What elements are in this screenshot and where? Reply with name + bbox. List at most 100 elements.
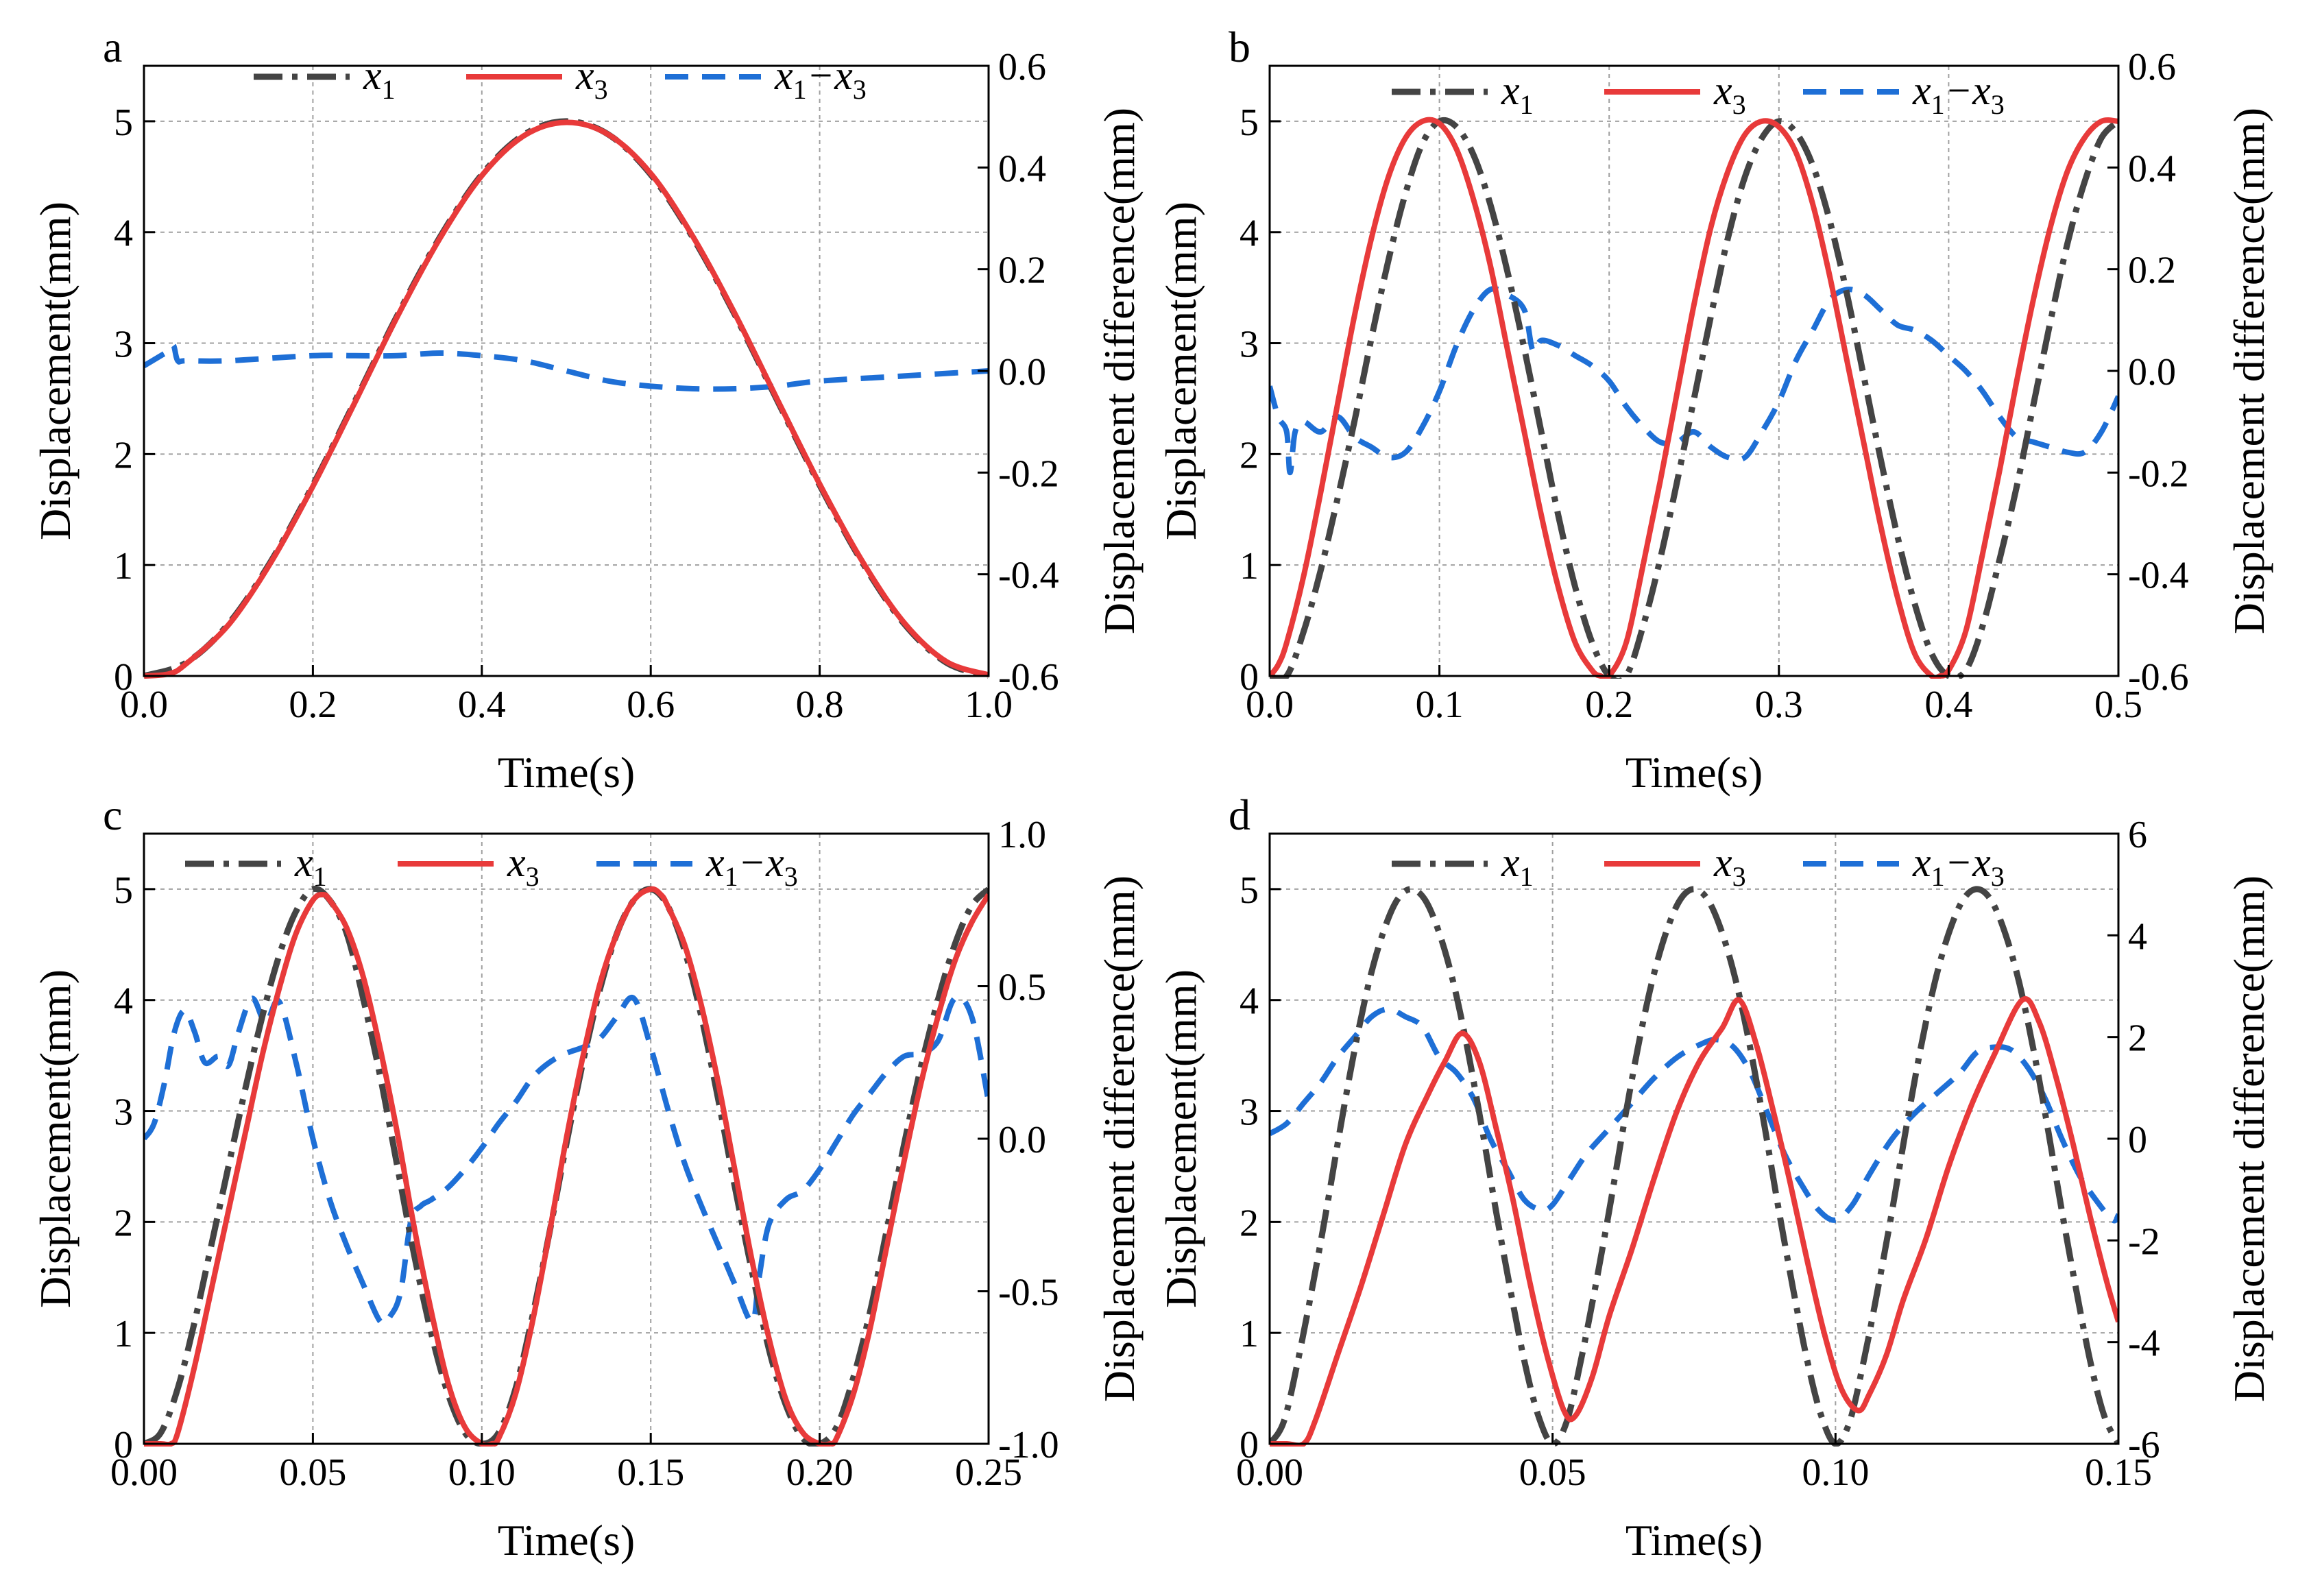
x-tick-label: 0.0 bbox=[1246, 684, 1294, 726]
y2-tick-label: -0.4 bbox=[2128, 555, 2189, 597]
panel-a: 0.0 0.2 0.4 0.6 0.8 1.0 0 1 2 3 4 5 -0.6 -0.4 -0.2 0.0 0… bbox=[31, 23, 1144, 797]
series-line-x1-x3 bbox=[1270, 286, 2118, 476]
legend-label: x1 bbox=[294, 840, 327, 892]
legend-entry-x1: x1 bbox=[254, 53, 396, 105]
legend-entry-x1-x3: x1−x3 bbox=[665, 53, 867, 105]
x-axis-title: Time(s) bbox=[1625, 748, 1763, 797]
y-tick-label: 3 bbox=[1240, 1091, 1259, 1134]
y2-tick-label: -0.4 bbox=[998, 555, 1059, 597]
y-tick-label: 3 bbox=[114, 1091, 133, 1134]
y2-tick-label: 0.2 bbox=[998, 250, 1046, 292]
y-tick-label: 0 bbox=[1240, 1424, 1259, 1466]
x-tick-label: 0.10 bbox=[448, 1451, 516, 1494]
y-tick-label: 4 bbox=[114, 213, 133, 255]
panel-d: 0.00 0.05 0.10 0.15 0 1 2 3 4 5 -6 -4 -2 0 2 4 6 Time(s) D… bbox=[1157, 790, 2273, 1564]
y-axis-title: Displacement(mm) bbox=[1157, 969, 1205, 1308]
y2-tick-label: 0 bbox=[2128, 1119, 2147, 1161]
y2-axis-title: Displacement difference(mm) bbox=[1095, 875, 1144, 1402]
y-tick-label: 2 bbox=[1240, 434, 1259, 476]
panel-letter: c bbox=[103, 790, 122, 839]
y2-tick-label: 0.6 bbox=[998, 46, 1046, 88]
legend-label: x3 bbox=[507, 840, 540, 892]
legend-label: x1 bbox=[363, 53, 396, 105]
y2-tick-label: 0.0 bbox=[2128, 351, 2176, 394]
y2-tick-label: -1.0 bbox=[998, 1424, 1059, 1466]
series-line-x1 bbox=[1270, 886, 2118, 1447]
y-tick-label: 5 bbox=[114, 101, 133, 144]
y-tick-label: 0 bbox=[114, 1424, 133, 1466]
y2-axis-title: Displacement difference(mm) bbox=[2225, 875, 2273, 1402]
y-axis-title: Displacement(mm) bbox=[31, 969, 80, 1308]
legend-label: x1 bbox=[1501, 68, 1534, 120]
legend-label: x1−x3 bbox=[774, 53, 867, 105]
x-axis-title: Time(s) bbox=[498, 1516, 635, 1564]
legend-entry-x1: x1 bbox=[1392, 68, 1534, 120]
y-tick-label: 5 bbox=[114, 869, 133, 912]
y-tick-label: 3 bbox=[1240, 324, 1259, 366]
y2-tick-label: 0.4 bbox=[998, 147, 1046, 190]
x-tick-label: 0.15 bbox=[2085, 1451, 2152, 1494]
x-tick-label: 0.25 bbox=[955, 1451, 1022, 1494]
series-line-x1-x3 bbox=[144, 342, 989, 392]
legend-entry-x1: x1 bbox=[185, 840, 327, 892]
series-line-x1-x3 bbox=[1270, 1006, 2118, 1224]
legend-entry-x1-x3: x1−x3 bbox=[1803, 840, 2005, 892]
x-tick-label: 0.8 bbox=[796, 684, 844, 726]
y2-axis-title: Displacement difference(mm) bbox=[2225, 108, 2273, 634]
legend-label: x1−x3 bbox=[705, 840, 798, 892]
y-tick-label: 5 bbox=[1240, 869, 1259, 912]
y-tick-label: 2 bbox=[1240, 1202, 1259, 1244]
y-tick-label: 1 bbox=[114, 545, 133, 588]
legend-label: x3 bbox=[575, 53, 608, 105]
x-tick-label: 0.2 bbox=[289, 684, 337, 726]
legend-label: x1 bbox=[1501, 840, 1534, 892]
panel-letter: d bbox=[1229, 790, 1250, 839]
y2-tick-label: 0.0 bbox=[998, 1119, 1046, 1161]
series-line-x3 bbox=[1270, 117, 2118, 679]
x-tick-label: 0.2 bbox=[1585, 684, 1633, 726]
legend-entry-x3: x3 bbox=[1604, 68, 1746, 120]
series-line-x3 bbox=[144, 119, 989, 679]
series-line-x3 bbox=[144, 886, 989, 1447]
y-tick-label: 1 bbox=[114, 1313, 133, 1355]
x-tick-label: 0.20 bbox=[786, 1451, 854, 1494]
y-tick-label: 0 bbox=[1240, 656, 1259, 699]
y2-tick-label: 4 bbox=[2128, 915, 2147, 958]
legend-label: x1−x3 bbox=[1912, 68, 2005, 120]
y-tick-label: 1 bbox=[1240, 545, 1259, 588]
panel-letter: b bbox=[1229, 23, 1250, 71]
y-tick-label: 4 bbox=[1240, 213, 1259, 255]
y-tick-label: 2 bbox=[114, 1202, 133, 1244]
y-axis-title: Displacement(mm) bbox=[1157, 202, 1205, 540]
y2-tick-label: -6 bbox=[2128, 1424, 2160, 1466]
y-tick-label: 4 bbox=[114, 980, 133, 1023]
y2-tick-label: -0.5 bbox=[998, 1272, 1059, 1314]
series-line-x1 bbox=[1270, 117, 2118, 679]
panel-b: 0.0 0.1 0.2 0.3 0.4 0.5 0 1 2 3 4 5 -0.6 -0.4 -0.2 0.0 0… bbox=[1157, 23, 2273, 797]
x-tick-label: 0.00 bbox=[1236, 1451, 1303, 1494]
y2-tick-label: -4 bbox=[2128, 1322, 2160, 1365]
x-tick-label: 0.15 bbox=[617, 1451, 684, 1494]
y2-tick-label: -0.6 bbox=[2128, 656, 2189, 699]
y2-tick-label: -0.2 bbox=[2128, 452, 2189, 495]
panel-letter: a bbox=[103, 23, 122, 71]
x-tick-label: 0.00 bbox=[110, 1451, 178, 1494]
legend-entry-x1-x3: x1−x3 bbox=[1803, 68, 2005, 120]
x-axis-title: Time(s) bbox=[1625, 1516, 1763, 1564]
y2-tick-label: 2 bbox=[2128, 1017, 2147, 1060]
y-axis-title: Displacement(mm) bbox=[31, 202, 80, 540]
x-tick-label: 0.6 bbox=[627, 684, 675, 726]
y-tick-label: 4 bbox=[1240, 980, 1259, 1023]
y2-tick-label: 6 bbox=[2128, 814, 2147, 856]
y2-tick-label: 0.5 bbox=[998, 967, 1046, 1009]
y-tick-label: 1 bbox=[1240, 1313, 1259, 1355]
series-line-x3 bbox=[1270, 996, 2118, 1447]
legend-entry-x3: x3 bbox=[1604, 840, 1746, 892]
legend-entry-x3: x3 bbox=[466, 53, 608, 105]
x-tick-label: 1.0 bbox=[965, 684, 1013, 726]
legend-entry-x1-x3: x1−x3 bbox=[596, 840, 798, 892]
legend-entry-x3: x3 bbox=[398, 840, 540, 892]
y2-tick-label: 0.4 bbox=[2128, 147, 2176, 190]
x-tick-label: 0.05 bbox=[1519, 1451, 1586, 1494]
